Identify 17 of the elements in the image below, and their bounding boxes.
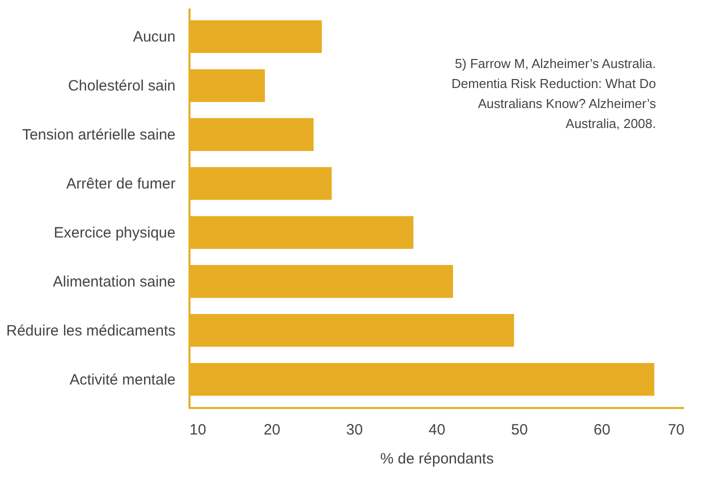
y-tick-label: Alimentation saine <box>52 273 176 290</box>
x-tick-label: 70 <box>668 422 684 438</box>
x-axis-title: % de répondants <box>380 450 494 468</box>
x-tick-label: 40 <box>428 422 446 438</box>
y-tick-label: Réduire les médicaments <box>6 322 176 340</box>
x-tick-label: 10 <box>190 422 206 438</box>
x-tick-label: 50 <box>511 422 528 438</box>
y-tick-label: Exercice physique <box>54 224 176 242</box>
y-tick-label: Cholestérol sain <box>68 78 176 95</box>
y-tick-label: Aucun <box>132 28 176 46</box>
x-tick-label: 20 <box>264 422 280 438</box>
y-tick-label: Activité mentale <box>70 371 176 388</box>
y-tick-label: Tension artérielle saine <box>22 126 176 144</box>
x-tick-label: 30 <box>346 422 363 438</box>
x-tick-label: 60 <box>594 422 610 438</box>
annotation: 5) Farrow M, Alzheimer’s Australia. Dementia Risk Reduction: What Do Australians Know? Alzheimer’s Australia, 2008. <box>452 56 656 131</box>
y-tick-label: Arrêter de fumer <box>66 176 176 193</box>
